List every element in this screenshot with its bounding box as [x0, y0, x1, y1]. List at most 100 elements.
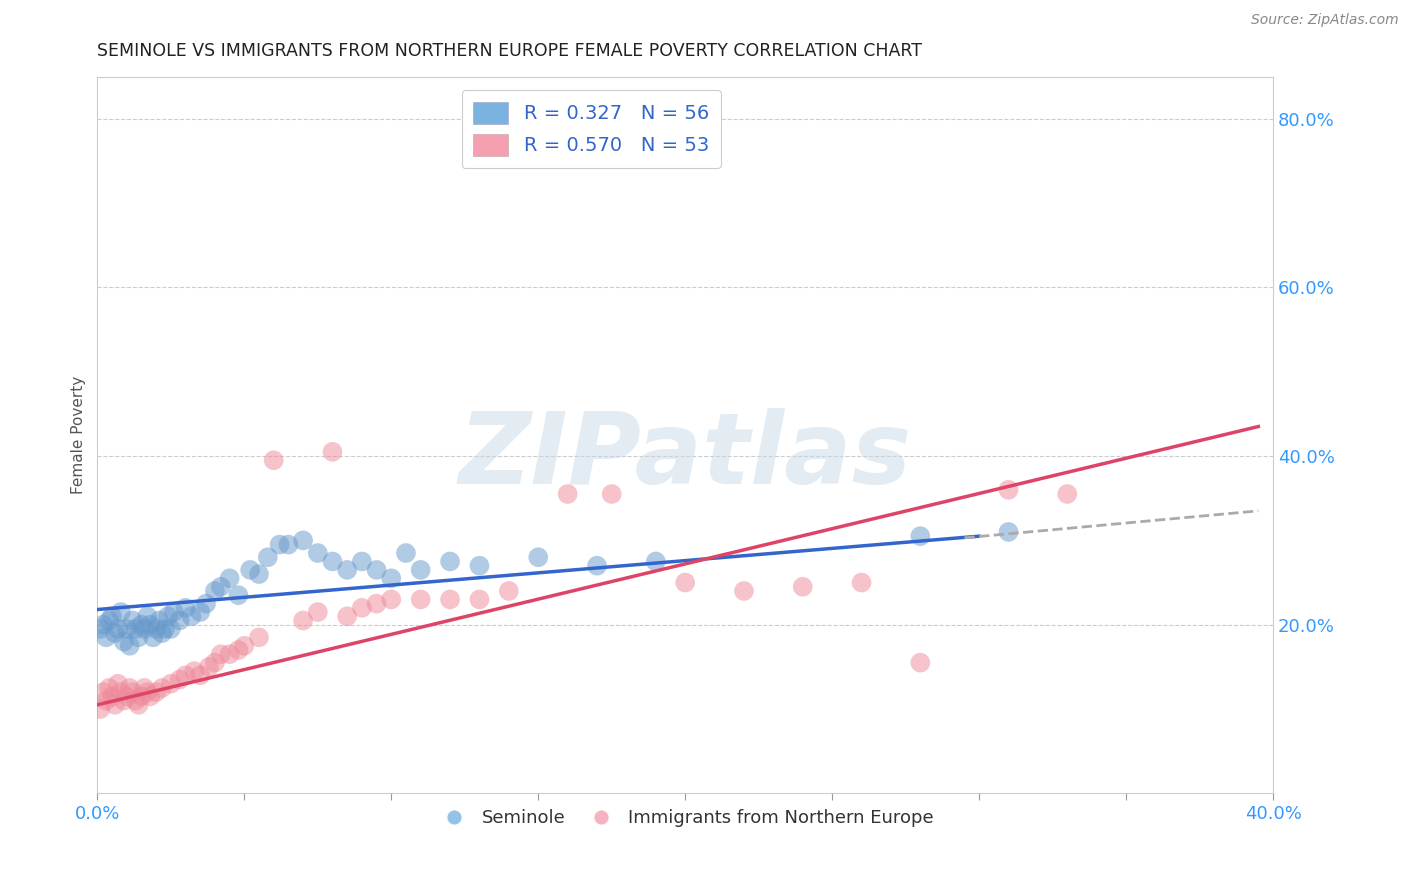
Point — [644, 554, 666, 568]
Point — [115, 622, 138, 636]
Point — [228, 643, 250, 657]
Point — [228, 588, 250, 602]
Point — [188, 605, 211, 619]
Point — [128, 631, 150, 645]
Point — [321, 445, 343, 459]
Point — [209, 580, 232, 594]
Point — [557, 487, 579, 501]
Point — [409, 592, 432, 607]
Point — [468, 592, 491, 607]
Point — [910, 656, 932, 670]
Point — [673, 575, 696, 590]
Point — [134, 681, 156, 695]
Point — [104, 698, 127, 712]
Point — [439, 592, 461, 607]
Point — [180, 609, 202, 624]
Point — [997, 483, 1019, 497]
Point — [136, 609, 159, 624]
Point — [163, 605, 186, 619]
Point — [218, 571, 240, 585]
Point — [366, 597, 388, 611]
Point — [307, 605, 329, 619]
Point — [600, 487, 623, 501]
Point — [218, 647, 240, 661]
Point — [292, 614, 315, 628]
Point — [468, 558, 491, 573]
Point — [131, 617, 153, 632]
Point — [118, 681, 141, 695]
Point — [96, 631, 118, 645]
Point — [188, 668, 211, 682]
Point — [198, 660, 221, 674]
Point — [121, 614, 143, 628]
Text: ZIPatlas: ZIPatlas — [458, 408, 911, 505]
Point — [128, 698, 150, 712]
Y-axis label: Female Poverty: Female Poverty — [72, 376, 86, 494]
Point — [118, 639, 141, 653]
Point — [112, 634, 135, 648]
Point — [174, 668, 197, 682]
Point — [150, 681, 173, 695]
Point — [204, 584, 226, 599]
Point — [98, 614, 121, 628]
Point — [527, 550, 550, 565]
Point — [851, 575, 873, 590]
Point — [247, 567, 270, 582]
Text: SEMINOLE VS IMMIGRANTS FROM NORTHERN EUROPE FEMALE POVERTY CORRELATION CHART: SEMINOLE VS IMMIGRANTS FROM NORTHERN EUR… — [97, 42, 922, 60]
Point — [439, 554, 461, 568]
Point — [350, 600, 373, 615]
Point — [107, 622, 129, 636]
Point — [233, 639, 256, 653]
Point — [321, 554, 343, 568]
Point — [110, 605, 132, 619]
Point — [498, 584, 520, 599]
Point — [586, 558, 609, 573]
Point — [91, 685, 114, 699]
Point — [183, 664, 205, 678]
Legend: Seminole, Immigrants from Northern Europe: Seminole, Immigrants from Northern Europ… — [429, 802, 941, 835]
Point — [142, 631, 165, 645]
Point — [121, 685, 143, 699]
Point — [148, 614, 170, 628]
Point — [336, 563, 359, 577]
Point — [350, 554, 373, 568]
Point — [307, 546, 329, 560]
Point — [366, 563, 388, 577]
Point — [269, 538, 291, 552]
Point — [239, 563, 262, 577]
Point — [104, 626, 127, 640]
Point — [292, 533, 315, 548]
Point — [1056, 487, 1078, 501]
Point — [395, 546, 418, 560]
Point — [174, 600, 197, 615]
Point — [107, 677, 129, 691]
Point — [98, 681, 121, 695]
Point — [89, 622, 111, 636]
Point — [96, 693, 118, 707]
Point — [160, 677, 183, 691]
Point — [110, 685, 132, 699]
Point — [997, 524, 1019, 539]
Point — [115, 690, 138, 704]
Point — [263, 453, 285, 467]
Point — [910, 529, 932, 543]
Point — [277, 538, 299, 552]
Point — [139, 690, 162, 704]
Point — [156, 609, 179, 624]
Point — [131, 690, 153, 704]
Point — [124, 693, 146, 707]
Point — [101, 690, 124, 704]
Point — [209, 647, 232, 661]
Point — [336, 609, 359, 624]
Point — [136, 685, 159, 699]
Point — [409, 563, 432, 577]
Point — [160, 622, 183, 636]
Point — [150, 626, 173, 640]
Point — [380, 592, 402, 607]
Point — [89, 702, 111, 716]
Point — [145, 622, 167, 636]
Point — [195, 597, 218, 611]
Point — [247, 631, 270, 645]
Point — [112, 693, 135, 707]
Point — [145, 685, 167, 699]
